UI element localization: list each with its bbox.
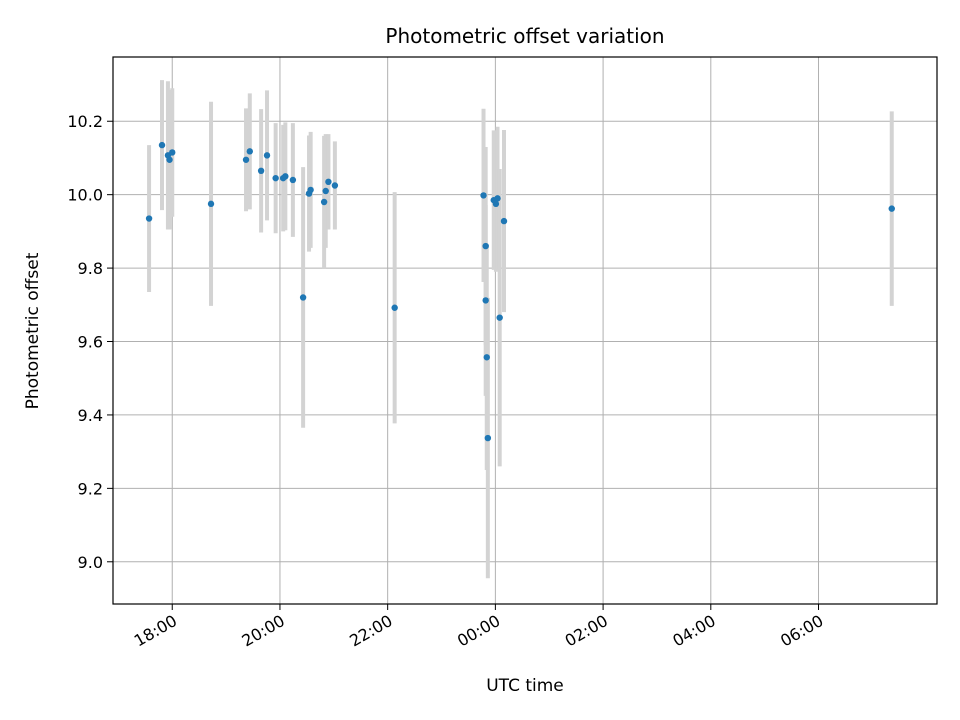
grid (113, 57, 937, 604)
data-points (145, 141, 895, 442)
data-point (482, 297, 489, 304)
data-point (494, 195, 501, 202)
x-axis-title: UTC time (486, 676, 564, 696)
data-point (307, 186, 314, 194)
data-point (322, 187, 329, 195)
y-tick-label: 9.2 (78, 479, 103, 498)
y-tick-label: 9.0 (78, 553, 103, 572)
data-point (492, 200, 500, 208)
data-point (331, 182, 339, 189)
data-point (480, 192, 487, 199)
data-point (246, 148, 253, 155)
data-point (888, 205, 895, 212)
data-point (320, 198, 328, 206)
data-point (166, 156, 173, 163)
data-point (279, 174, 287, 182)
chart-title: Photometric offset variation (385, 24, 664, 48)
data-point (158, 141, 166, 149)
y-tick-label: 9.8 (78, 259, 103, 278)
data-point (169, 149, 176, 156)
y-tick-label: 10.2 (67, 112, 103, 131)
data-point (391, 304, 398, 311)
data-point (483, 354, 490, 361)
y-axis: 9.0 9.2 9.4 9.6 9.8 10.0 10.2 (67, 112, 113, 572)
data-point (257, 167, 265, 175)
data-point (289, 176, 297, 184)
data-point (325, 178, 332, 186)
data-point (496, 314, 503, 321)
y-tick-label: 10.0 (67, 186, 103, 205)
data-point (272, 174, 279, 182)
data-point (482, 242, 489, 250)
data-point (484, 434, 492, 442)
y-tick-label: 9.4 (78, 406, 103, 425)
data-point (242, 156, 250, 163)
plot-frame (112, 56, 938, 605)
data-point (500, 217, 508, 225)
y-tick-label: 9.6 (78, 333, 103, 352)
data-point (299, 294, 307, 301)
data-point (263, 152, 271, 159)
y-axis-title: Photometric offset (23, 252, 43, 409)
data-point (207, 200, 215, 208)
data-point (145, 215, 153, 222)
